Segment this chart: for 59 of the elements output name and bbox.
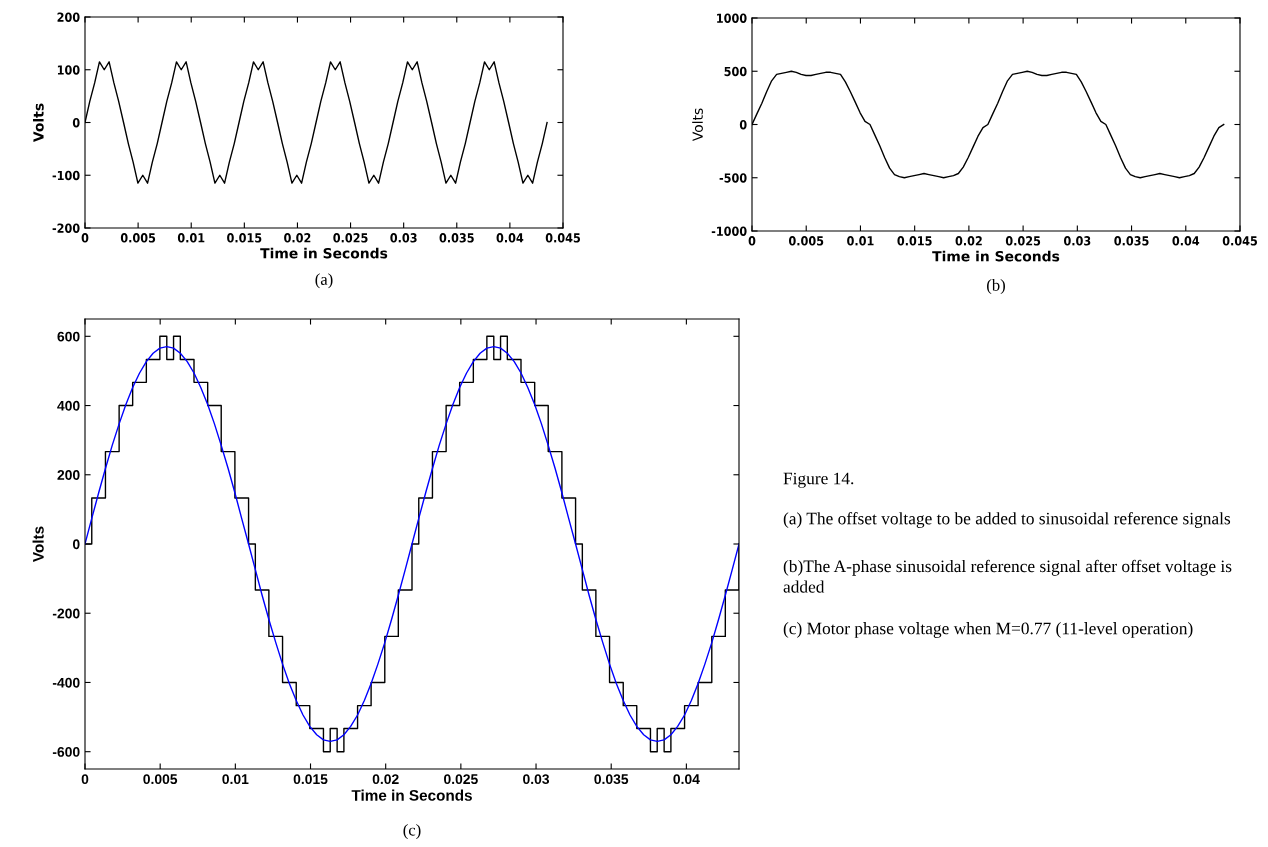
y-tick-label: 200 (57, 12, 80, 22)
x-tick-label: 0.01 (847, 236, 874, 246)
y-tick-label: 600 (57, 331, 80, 342)
y-axis-title: Volts (32, 526, 44, 563)
x-tick-label: 0.025 (444, 774, 478, 785)
x-tick-label: 0 (81, 774, 89, 785)
text: (c) (403, 823, 421, 840)
text: (a) (315, 273, 333, 289)
text: (b)The A-phase sinusoidal reference signal after offset voltage is added (783, 559, 1232, 593)
x-tick-label: 0.035 (1114, 236, 1149, 246)
x-tick-label: 0.04 (673, 774, 700, 785)
y-axis-title: Volts (33, 103, 44, 143)
x-tick-label: 0 (748, 236, 756, 246)
x-tick-label: 0.03 (390, 233, 417, 243)
y-tick-label: -600 (52, 747, 80, 757)
y-tick-label: -1000 (711, 226, 747, 236)
y-tick-label: 500 (724, 66, 747, 77)
text: (b) (987, 279, 1005, 295)
x-tick-label: 0.01 (222, 774, 249, 785)
y-tick-label: 1000 (717, 13, 747, 23)
y-tick-label: 0 (739, 119, 747, 130)
x-tick-label: 0.035 (439, 233, 474, 243)
x-tick-label: 0.005 (788, 236, 824, 246)
x-tick-label: 0.005 (120, 233, 156, 243)
y-tick-label: -400 (52, 677, 80, 688)
y-tick-label: -200 (52, 608, 80, 619)
x-tick-label: 0.04 (1172, 236, 1200, 246)
x-tick-label: 0.015 (897, 236, 932, 246)
x-tick-label: 0.04 (496, 233, 524, 243)
x-tick-label: 0.025 (1005, 236, 1041, 246)
x-tick-label: 0.035 (594, 774, 629, 785)
x-tick-label: 0.045 (1222, 236, 1257, 246)
y-axis-title: Volts (692, 108, 703, 142)
y-tick-label: 100 (57, 65, 80, 75)
x-tick-label: 0 (81, 233, 89, 243)
x-tick-label: 0.005 (143, 774, 178, 785)
x-axis-title: Time in Seconds (260, 247, 388, 259)
x-tick-label: 0.02 (372, 774, 399, 785)
text: (a) The offset voltage to be added to sinusoidal reference signals (783, 512, 1231, 528)
y-tick-label: -200 (52, 223, 80, 233)
text: (c) Motor phase voltage when M=0.77 (11-level operation) (783, 622, 1193, 638)
y-tick-label: 0 (72, 539, 80, 550)
x-tick-label: 0.02 (284, 233, 311, 243)
x-tick-label: 0.025 (333, 233, 368, 243)
x-tick-label: 0.03 (1064, 236, 1091, 246)
x-tick-label: 0.03 (523, 774, 550, 785)
x-tick-label: 0.045 (545, 233, 580, 243)
y-tick-label: 0 (72, 117, 80, 128)
x-axis-title: Time in Seconds (932, 250, 1060, 262)
y-tick-label: -500 (719, 173, 747, 183)
y-tick-label: 200 (57, 470, 80, 480)
y-tick-label: -100 (52, 170, 80, 181)
x-tick-label: 0.015 (293, 774, 328, 785)
x-tick-label: 0.02 (955, 236, 982, 246)
x-tick-label: 0.01 (177, 233, 205, 243)
caption: Figure 14. (783, 472, 854, 488)
x-axis-title: Time in Seconds (351, 789, 472, 801)
x-tick-label: 0.015 (227, 233, 262, 243)
y-tick-label: 400 (57, 400, 80, 411)
